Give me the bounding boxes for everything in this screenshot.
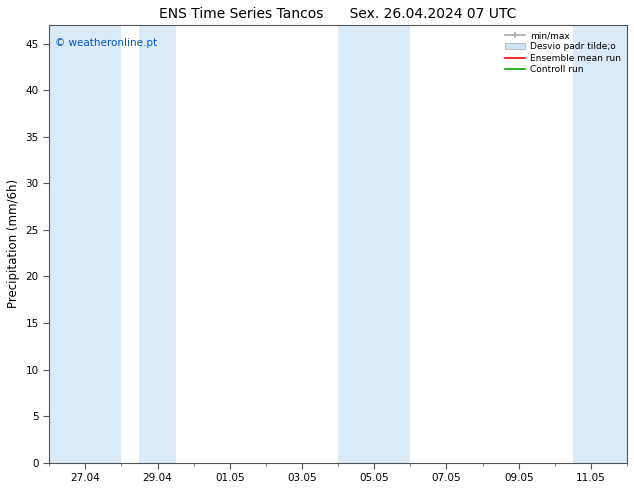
Bar xyxy=(573,25,627,463)
Title: ENS Time Series Tancos      Sex. 26.04.2024 07 UTC: ENS Time Series Tancos Sex. 26.04.2024 0… xyxy=(159,7,517,21)
Bar xyxy=(49,25,121,463)
Bar xyxy=(338,25,410,463)
Y-axis label: Precipitation (mm/6h): Precipitation (mm/6h) xyxy=(7,179,20,308)
Bar xyxy=(139,25,176,463)
Text: © weatheronline.pt: © weatheronline.pt xyxy=(55,38,157,48)
Legend: min/max, Desvio padr tilde;o, Ensemble mean run, Controll run: min/max, Desvio padr tilde;o, Ensemble m… xyxy=(503,29,623,76)
